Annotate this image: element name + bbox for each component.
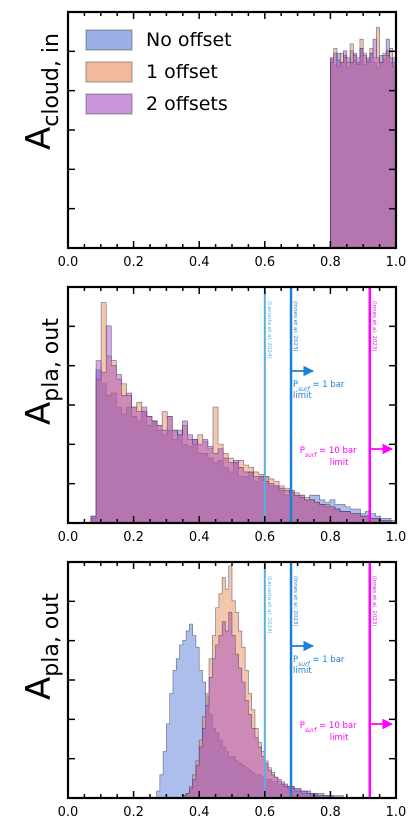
x-tick-label: 0.4 xyxy=(189,255,210,270)
y-axis-label: Acloud, in xyxy=(19,33,64,150)
histogram-bars xyxy=(330,38,397,249)
histogram-bars xyxy=(156,623,354,799)
x-tick-label: 0.4 xyxy=(189,805,210,820)
legend-entry: No offset xyxy=(146,29,232,51)
legend-swatch xyxy=(85,93,133,115)
panel-1: 0.0 0.2 0.4 0.6 0.8 1.0 Acloud, in No offset 1 o… xyxy=(19,10,407,270)
reference-citation-label: (Lacunta et al. 2024) xyxy=(266,301,272,359)
series-2-offsets xyxy=(90,325,396,524)
legend-swatch xyxy=(85,61,133,83)
legend: No offset 1 offset 2 offsets xyxy=(85,29,232,115)
reference-line-1: (Lacunta et al. 2024) xyxy=(263,562,272,798)
reference-arrow-label-line2: limit xyxy=(293,391,312,401)
legend-entry: 2 offsets xyxy=(146,93,228,115)
panel-3: (Lacunta et al. 2024) (Innes et al. 2023)… xyxy=(19,560,407,820)
x-tick-label: 0.4 xyxy=(189,530,210,545)
histogram-bars xyxy=(156,612,354,799)
reference-citation-label: (Innes et al. 2023) xyxy=(292,301,298,352)
x-tick-label: 0.8 xyxy=(320,255,341,270)
reference-arrow-label: Psurf = 1 bar xyxy=(293,380,345,393)
legend-swatch xyxy=(85,29,133,51)
reference-arrow-label-line2: limit xyxy=(293,666,312,676)
reference-citation-label: (Innes et al. 2023) xyxy=(371,576,377,627)
reference-arrow-label: Psurf = 10 bar xyxy=(300,721,357,734)
x-tick-label: 0.6 xyxy=(254,530,275,545)
x-tick-label: 1.0 xyxy=(386,530,407,545)
series-2-offsets xyxy=(330,38,397,249)
series-no-offset xyxy=(156,623,354,799)
legend-entry: 1 offset xyxy=(146,61,218,83)
y-axis-label: Apla, out xyxy=(19,318,64,425)
reference-citation-label: (Innes et al. 2023) xyxy=(292,576,298,627)
y-axis-label: Apla, out xyxy=(19,593,64,700)
x-tick-label: 0.2 xyxy=(123,530,144,545)
reference-citation-label: (Lacunta et al. 2024) xyxy=(266,576,272,634)
series-2-offsets xyxy=(156,612,354,799)
x-tick-label: 0.0 xyxy=(58,805,79,820)
reference-line-1: (Lacunta et al. 2024) xyxy=(263,287,272,523)
x-tick-label: 0.2 xyxy=(123,805,144,820)
histogram-bars xyxy=(90,325,396,524)
reference-arrow-label: Psurf = 10 bar xyxy=(300,446,357,459)
x-tick-label: 0.8 xyxy=(320,805,341,820)
x-tick-label: 0.0 xyxy=(58,255,79,270)
reference-arrow-label-line2: limit xyxy=(330,733,349,743)
x-tick-label: 0.6 xyxy=(254,805,275,820)
x-tick-label: 1.0 xyxy=(386,255,407,270)
x-tick-label: 0.2 xyxy=(123,255,144,270)
reference-arrow-label: Psurf = 1 bar xyxy=(293,655,345,668)
reference-citation-label: (Innes et al. 2023) xyxy=(371,301,377,352)
x-tick-label: 0.8 xyxy=(320,530,341,545)
x-tick-label: 1.0 xyxy=(386,805,407,820)
reference-arrow-label-line2: limit xyxy=(330,458,349,468)
panel-2: (Lacunta et al. 2024) (Innes et al. 2023)… xyxy=(19,285,407,545)
x-tick-label: 0.0 xyxy=(58,530,79,545)
x-tick-label: 0.6 xyxy=(254,255,275,270)
